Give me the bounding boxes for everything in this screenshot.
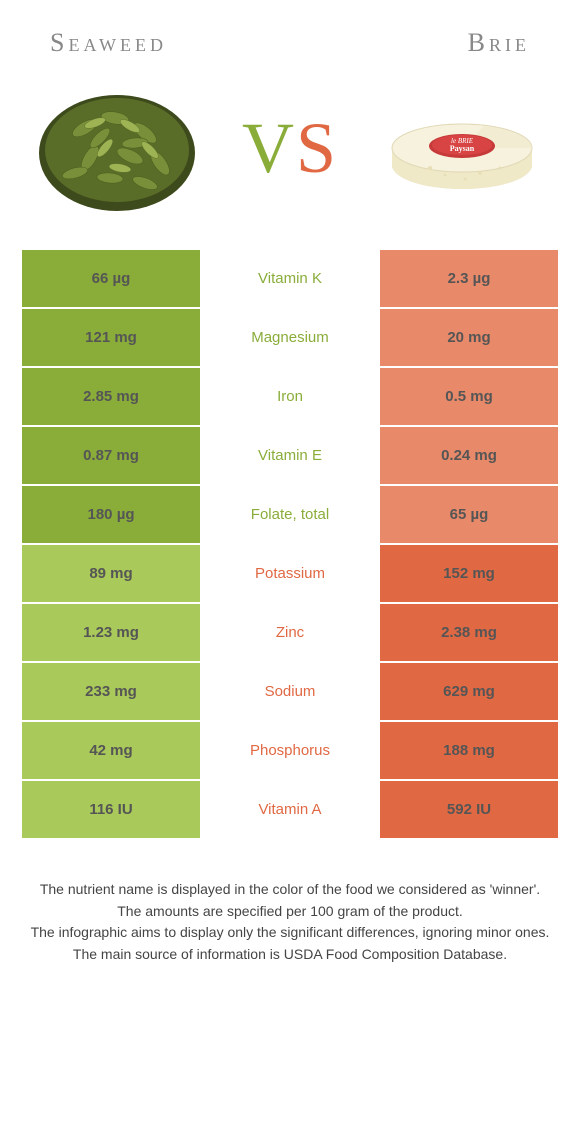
value-left: 66 µg [22, 250, 200, 307]
footer-line-4: The main source of information is USDA F… [20, 945, 560, 965]
value-left: 42 mg [22, 722, 200, 779]
vs-s: S [296, 108, 338, 188]
nutrient-row: 66 µgVitamin K2.3 µg [22, 248, 558, 307]
value-right: 152 mg [380, 545, 558, 602]
nutrient-label: Vitamin E [200, 427, 380, 484]
nutrient-row: 121 mgMagnesium20 mg [22, 307, 558, 366]
footer-line-1: The nutrient name is displayed in the co… [20, 880, 560, 900]
vs-label: VS [242, 107, 338, 190]
value-left: 116 IU [22, 781, 200, 838]
value-right: 2.3 µg [380, 250, 558, 307]
brie-image: le BRIE Paysan [380, 78, 545, 218]
value-right: 65 µg [380, 486, 558, 543]
header-row: Seaweed Brie [0, 0, 580, 68]
nutrient-label: Iron [200, 368, 380, 425]
value-left: 121 mg [22, 309, 200, 366]
nutrient-row: 89 mgPotassium152 mg [22, 543, 558, 602]
nutrient-label: Sodium [200, 663, 380, 720]
nutrient-label: Magnesium [200, 309, 380, 366]
nutrient-row: 0.87 mgVitamin E0.24 mg [22, 425, 558, 484]
title-left: Seaweed [50, 28, 167, 58]
value-left: 2.85 mg [22, 368, 200, 425]
value-left: 1.23 mg [22, 604, 200, 661]
nutrient-row: 1.23 mgZinc2.38 mg [22, 602, 558, 661]
images-row: VS le BRIE Paysan [0, 68, 580, 248]
value-right: 20 mg [380, 309, 558, 366]
nutrient-row: 180 µgFolate, total65 µg [22, 484, 558, 543]
nutrient-label: Vitamin A [200, 781, 380, 838]
value-left: 180 µg [22, 486, 200, 543]
nutrient-label: Phosphorus [200, 722, 380, 779]
value-right: 2.38 mg [380, 604, 558, 661]
nutrient-label: Zinc [200, 604, 380, 661]
nutrient-label: Folate, total [200, 486, 380, 543]
nutrient-row: 116 IUVitamin A592 IU [22, 779, 558, 838]
footer-line-3: The infographic aims to display only the… [20, 923, 560, 943]
seaweed-image [35, 78, 200, 218]
nutrient-table: 66 µgVitamin K2.3 µg121 mgMagnesium20 mg… [22, 248, 558, 840]
vs-v: V [242, 108, 296, 188]
nutrient-row: 42 mgPhosphorus188 mg [22, 720, 558, 779]
footer-line-2: The amounts are specified per 100 gram o… [20, 902, 560, 922]
svg-text:Paysan: Paysan [450, 144, 475, 153]
value-right: 592 IU [380, 781, 558, 838]
value-right: 188 mg [380, 722, 558, 779]
value-left: 89 mg [22, 545, 200, 602]
title-right: Brie [468, 28, 530, 58]
footer-notes: The nutrient name is displayed in the co… [0, 840, 580, 964]
nutrient-label: Potassium [200, 545, 380, 602]
value-right: 0.24 mg [380, 427, 558, 484]
nutrient-row: 2.85 mgIron0.5 mg [22, 366, 558, 425]
brie-icon: le BRIE Paysan [385, 93, 540, 203]
nutrient-label: Vitamin K [200, 250, 380, 307]
seaweed-icon [35, 78, 200, 218]
nutrient-row: 233 mgSodium629 mg [22, 661, 558, 720]
value-left: 0.87 mg [22, 427, 200, 484]
value-left: 233 mg [22, 663, 200, 720]
value-right: 629 mg [380, 663, 558, 720]
value-right: 0.5 mg [380, 368, 558, 425]
